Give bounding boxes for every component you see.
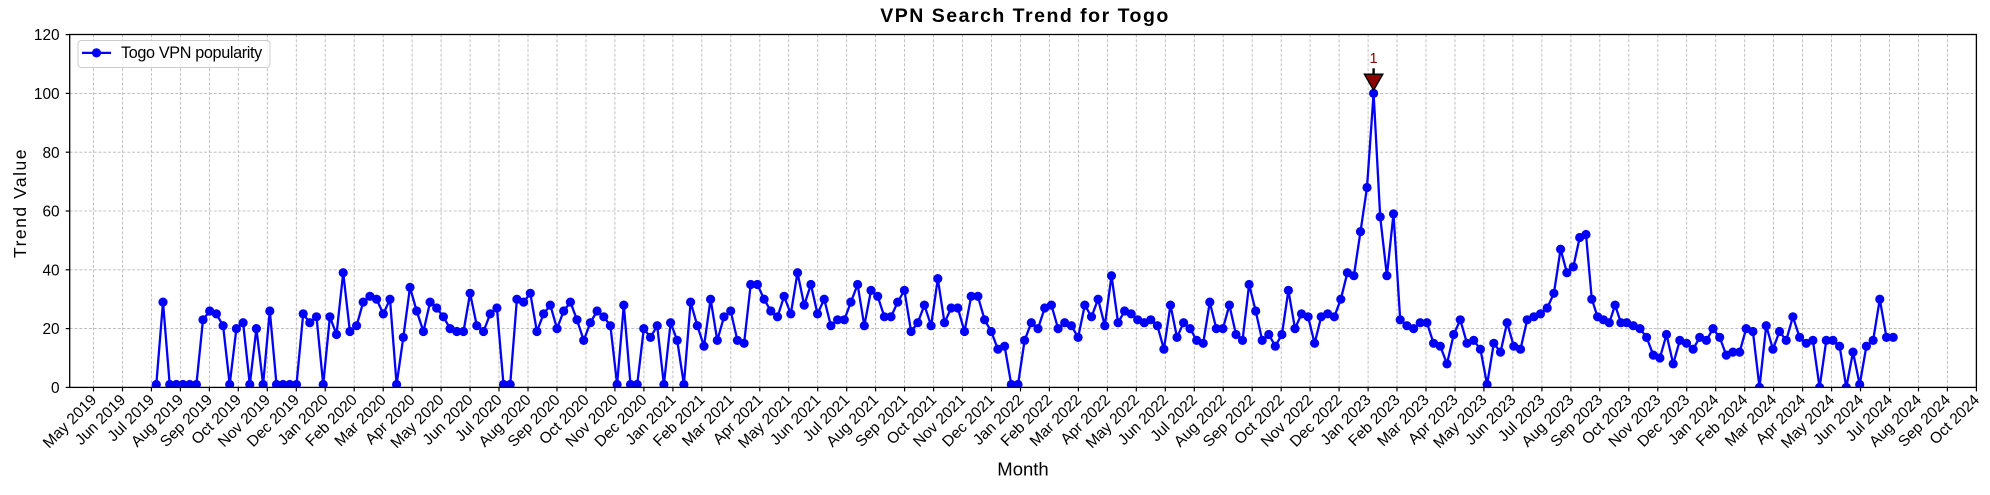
svg-text:Togo VPN popularity: Togo VPN popularity xyxy=(121,44,263,62)
svg-text:100: 100 xyxy=(34,86,60,103)
svg-text:0: 0 xyxy=(51,380,60,397)
svg-text:40: 40 xyxy=(42,262,59,279)
svg-text:80: 80 xyxy=(42,145,59,162)
svg-text:Trend Value: Trend Value xyxy=(10,148,30,258)
svg-text:Month: Month xyxy=(997,459,1048,480)
svg-text:VPN Search Trend for Togo: VPN Search Trend for Togo xyxy=(880,5,1170,27)
svg-text:20: 20 xyxy=(42,321,59,338)
svg-text:1: 1 xyxy=(1370,51,1378,67)
svg-text:120: 120 xyxy=(34,27,60,44)
svg-text:60: 60 xyxy=(42,204,59,221)
